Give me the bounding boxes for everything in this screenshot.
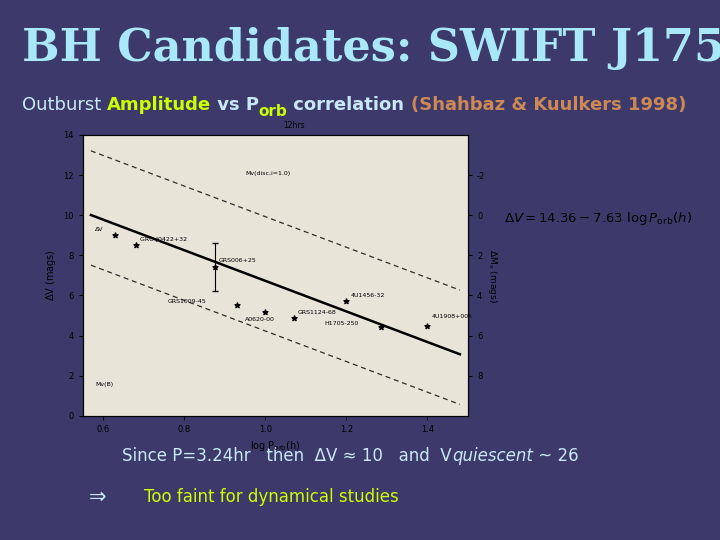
Text: ~ 26: ~ 26 <box>533 447 579 465</box>
Text: Mv(disc,i=1.0): Mv(disc,i=1.0) <box>245 171 290 176</box>
Text: Amplitude: Amplitude <box>107 96 211 114</box>
Text: 12hrs: 12hrs <box>283 121 305 130</box>
Point <box>288 313 300 322</box>
Text: GRS1124-68: GRS1124-68 <box>297 309 336 314</box>
Text: H1705-250: H1705-250 <box>324 321 359 326</box>
Text: (Shahbaz & Kuulkers 1998): (Shahbaz & Kuulkers 1998) <box>410 96 686 114</box>
Text: Too faint for dynamical studies: Too faint for dynamical studies <box>144 488 399 506</box>
Point <box>231 301 243 310</box>
Y-axis label: $\Delta$V (mags): $\Delta$V (mags) <box>44 249 58 301</box>
Text: ΔV: ΔV <box>95 227 104 232</box>
Y-axis label: $\Delta\mathregular{M_x}$ (mags): $\Delta\mathregular{M_x}$ (mags) <box>486 248 499 302</box>
Text: A0620-00: A0620-00 <box>245 316 275 321</box>
Text: $\Delta V = 14.36 - 7.63\ \log P_{\rm orb}(h)$: $\Delta V = 14.36 - 7.63\ \log P_{\rm or… <box>503 210 692 227</box>
Point <box>109 231 121 240</box>
Text: vs P: vs P <box>211 96 258 114</box>
Text: Since P=3.24hr   then  ΔV ≈ 10   and  V: Since P=3.24hr then ΔV ≈ 10 and V <box>122 447 452 465</box>
Text: GRO J0422+32: GRO J0422+32 <box>140 237 186 242</box>
X-axis label: log $\mathregular{P_{orb}}$(h): log $\mathregular{P_{orb}}$(h) <box>250 440 301 454</box>
Point <box>209 263 220 272</box>
Point <box>341 297 352 306</box>
Text: ⇒: ⇒ <box>89 487 106 507</box>
Point <box>259 307 271 316</box>
Text: BH Candidates: SWIFT J1753.5-0127: BH Candidates: SWIFT J1753.5-0127 <box>22 27 720 70</box>
Text: correlation: correlation <box>287 96 410 114</box>
Point <box>130 241 141 249</box>
Text: 4U1908+005: 4U1908+005 <box>431 314 472 319</box>
Text: 4U1456-32: 4U1456-32 <box>351 293 384 299</box>
Text: orb: orb <box>258 104 287 119</box>
Text: Outburst: Outburst <box>22 96 107 114</box>
Text: GRS1009-45: GRS1009-45 <box>168 300 207 305</box>
Point <box>422 321 433 330</box>
Text: quiescent: quiescent <box>452 447 533 465</box>
Text: Mv(B): Mv(B) <box>95 382 113 387</box>
Point <box>375 322 387 331</box>
Text: GRS006+25: GRS006+25 <box>219 258 256 264</box>
